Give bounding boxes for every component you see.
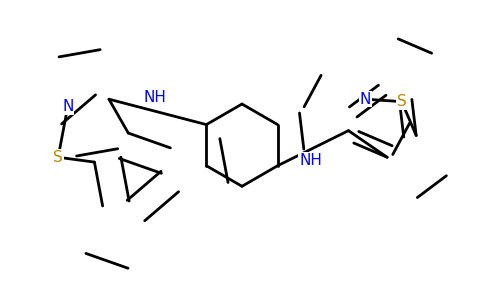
Text: NH: NH bbox=[299, 153, 322, 168]
Text: NH: NH bbox=[144, 90, 166, 105]
Text: N: N bbox=[62, 99, 74, 114]
Text: S: S bbox=[397, 94, 407, 109]
Text: N: N bbox=[360, 92, 371, 107]
Text: S: S bbox=[53, 150, 63, 165]
